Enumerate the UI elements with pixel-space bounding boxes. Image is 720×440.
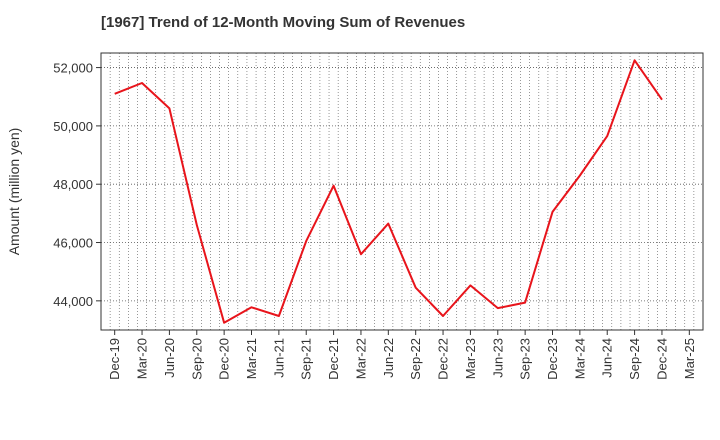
x-tick-label: Jun-24 [600, 338, 615, 378]
x-tick-label: Sep-21 [299, 338, 314, 380]
x-tick-label: Mar-21 [244, 338, 259, 379]
x-tick-label: Mar-24 [572, 338, 587, 379]
y-tick-label: 48,000 [53, 177, 93, 192]
y-axis: 44,000 46,000 48,000 50,000 52,000 [53, 61, 101, 309]
x-tick-label: Dec-23 [545, 338, 560, 380]
y-tick-label: 50,000 [53, 119, 93, 134]
x-tick-label: Jun-23 [490, 338, 505, 378]
x-tick-label: Dec-22 [436, 338, 451, 380]
x-tick-label: Jun-20 [162, 338, 177, 378]
x-tick-label: Sep-20 [189, 338, 204, 380]
y-tick-label: 52,000 [53, 61, 93, 76]
x-tick-label: Jun-21 [271, 338, 286, 378]
x-tick-label: Jun-22 [381, 338, 396, 378]
x-tick-label: Dec-24 [654, 338, 669, 380]
x-tick-label: Mar-20 [135, 338, 150, 379]
x-tick-label: Dec-21 [326, 338, 341, 380]
x-tick-label: Dec-20 [217, 338, 232, 380]
x-tick-label: Mar-23 [463, 338, 478, 379]
y-axis-label: Amount (million yen) [6, 128, 22, 256]
y-tick-label: 46,000 [53, 236, 93, 251]
plot-area [100, 52, 704, 331]
x-tick-label: Sep-24 [627, 338, 642, 380]
x-tick-label: Sep-22 [408, 338, 423, 380]
x-tick-label: Mar-22 [353, 338, 368, 379]
x-axis: Dec-19 Mar-20 Jun-20 Sep-20 Dec-20 Mar-21 Jun-… [107, 330, 697, 380]
chart-title: [1967] Trend of 12-Month Moving Sum of R… [101, 14, 466, 31]
series-layer [114, 59, 663, 324]
x-tick-label: Dec-19 [107, 338, 122, 380]
x-tick-label: Mar-25 [682, 338, 697, 379]
y-tick-label: 44,000 [53, 294, 93, 309]
series-line [114, 59, 663, 324]
x-tick-label: Sep-23 [518, 338, 533, 380]
grid-lines [100, 53, 704, 330]
